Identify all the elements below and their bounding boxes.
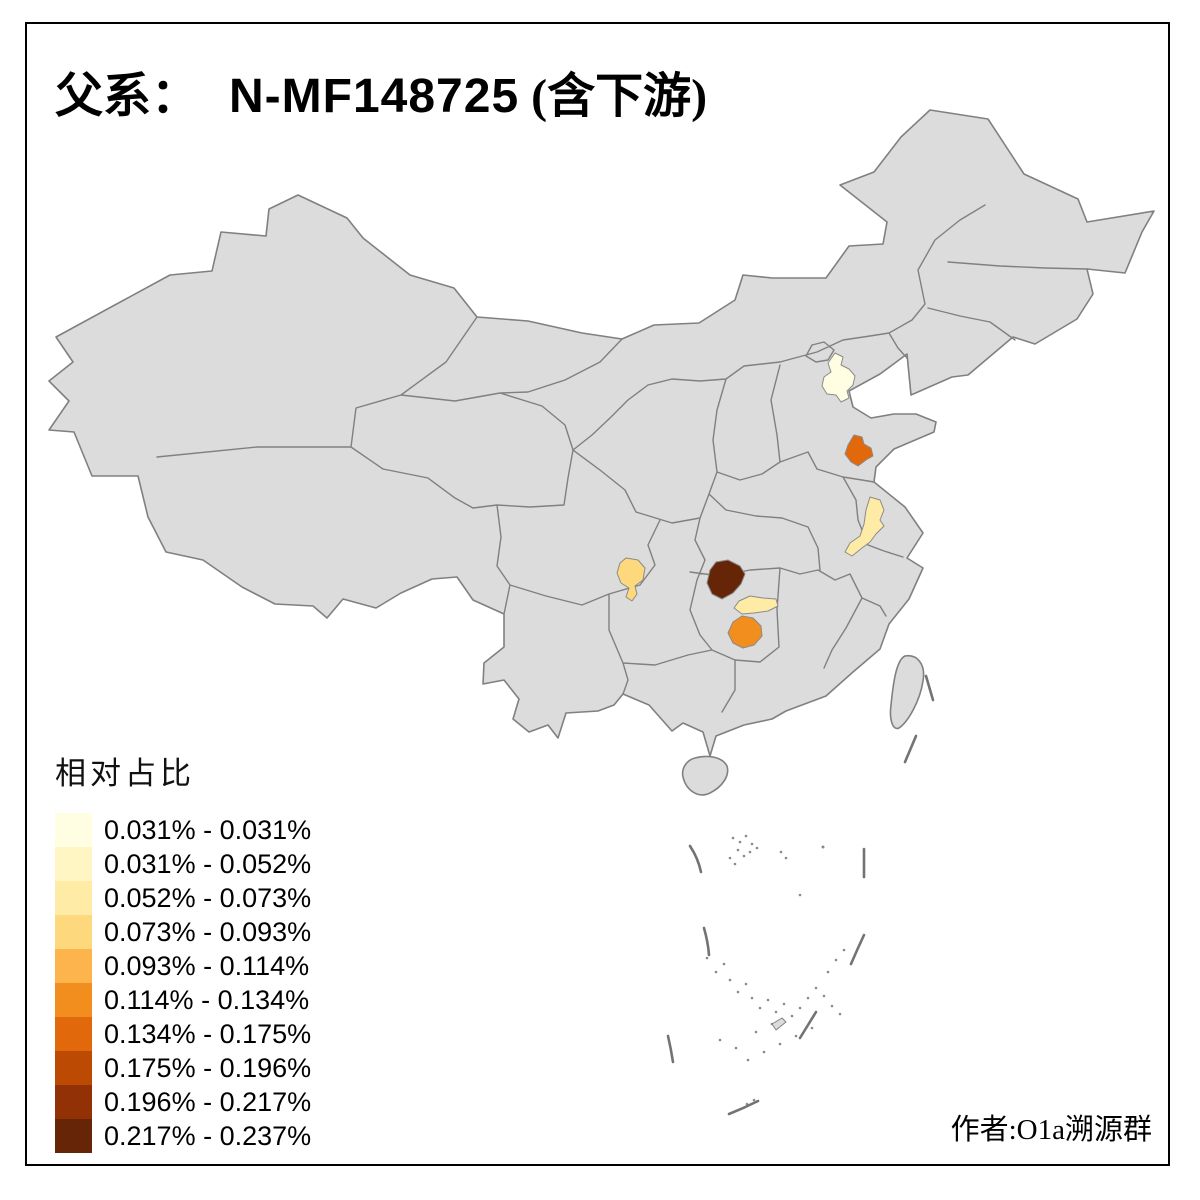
legend-swatch [55,881,92,915]
region-central-hunan [727,615,763,649]
legend-swatch [55,1119,92,1153]
legend-item: 0.175% - 0.196% [55,1051,311,1085]
legend-label: 0.217% - 0.237% [104,1121,312,1151]
legend-item: 0.134% - 0.175% [55,1017,311,1051]
legend-item: 0.031% - 0.052% [55,847,311,881]
region-south-sichuan [616,557,646,602]
region-tianjin [821,352,856,403]
legend-swatch [55,1085,92,1119]
legend-item: 0.217% - 0.237% [55,1119,311,1153]
province-borders [156,204,1088,713]
region-northwest-hunan [706,559,746,600]
south-china-sea-islands [705,834,846,1106]
legend-item: 0.052% - 0.073% [55,881,311,915]
legend-swatch [55,1017,92,1051]
page-title: 父系： N-MF148725 (含下游) [55,56,707,126]
legend-item: 0.114% - 0.134% [55,983,311,1017]
islet-shape [771,1017,787,1031]
map-legend: 相对占比 0.031% - 0.031% 0.031% - 0.052% 0.0… [55,748,311,1153]
legend-label: 0.031% - 0.031% [104,815,312,845]
legend-label: 0.175% - 0.196% [104,1053,312,1083]
legend-label: 0.093% - 0.114% [104,951,310,981]
legend-swatch [55,983,92,1017]
legend-swatch [55,847,92,881]
region-shandong-coast [844,434,874,467]
legend-label: 0.114% - 0.134% [104,985,310,1015]
legend-label: 0.073% - 0.093% [104,917,312,947]
legend-item: 0.073% - 0.093% [55,915,311,949]
legend-item: 0.093% - 0.114% [55,949,311,983]
author-credit: 作者:O1a溯源群 [950,1114,1152,1146]
legend-label: 0.031% - 0.052% [104,849,312,879]
taiwan-island [889,655,925,730]
legend-swatch [55,915,92,949]
mainland-outline [48,109,1155,757]
legend-title: 相对占比 [55,756,195,791]
legend-swatch [55,813,92,847]
region-north-hunan [733,595,779,615]
legend-swatch [55,949,92,983]
legend-swatch [55,1051,92,1085]
legend-label: 0.052% - 0.073% [104,883,312,913]
legend-label: 0.196% - 0.217% [104,1087,312,1117]
legend-label: 0.134% - 0.175% [104,1019,312,1049]
hainan-island [681,755,729,796]
title-haplogroup-code: N-MF148725 [229,70,520,123]
title-prefix: 父系： [55,70,200,123]
legend-item: 0.031% - 0.031% [55,813,311,847]
title-suffix: (含下游) [531,70,708,123]
region-central-jiangsu [844,496,885,557]
nine-dash-line [666,674,935,1116]
legend-item: 0.196% - 0.217% [55,1085,311,1119]
